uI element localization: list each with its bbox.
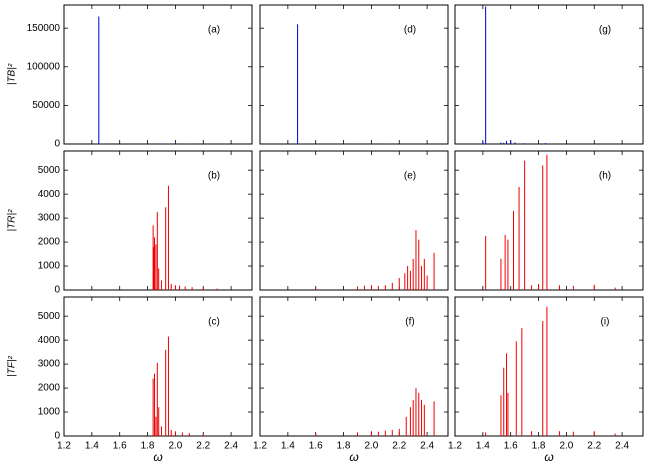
panel-frame bbox=[454, 296, 644, 437]
x-tick-label: 2.2 bbox=[196, 441, 210, 452]
y-tick-label: 150000 bbox=[27, 23, 61, 34]
y-tick-label: 0 bbox=[54, 139, 60, 150]
x-tick-label: 1.8 bbox=[532, 441, 546, 452]
x-tick-label: 2.4 bbox=[615, 441, 629, 452]
y-tick-label: 4000 bbox=[38, 189, 61, 200]
panel-frame bbox=[259, 150, 449, 291]
x-tick-label: 1.8 bbox=[141, 441, 155, 452]
x-tick-label: 2.2 bbox=[392, 441, 406, 452]
x-tick-label: 2.4 bbox=[224, 441, 238, 452]
x-tick-label: 1.2 bbox=[253, 441, 267, 452]
y-tick-label: 0 bbox=[54, 431, 60, 442]
x-tick-label: 1.6 bbox=[113, 441, 127, 452]
x-tick-label: 2.0 bbox=[559, 441, 573, 452]
y-tick-label: 3000 bbox=[38, 213, 61, 224]
x-axis-label: ω bbox=[153, 450, 162, 464]
panel-frame bbox=[259, 4, 449, 145]
panel-label: (f) bbox=[405, 317, 414, 328]
x-tick-label: 1.6 bbox=[309, 441, 323, 452]
panel-label: (a) bbox=[208, 25, 220, 36]
x-tick-label: 2.0 bbox=[168, 441, 182, 452]
panel-label: (d) bbox=[404, 25, 416, 36]
y-tick-label: 1000 bbox=[38, 407, 61, 418]
x-tick-label: 1.4 bbox=[281, 441, 295, 452]
y-tick-label: 5000 bbox=[38, 165, 61, 176]
y-tick-label: 5000 bbox=[38, 311, 61, 322]
y-tick-label: 1000 bbox=[38, 261, 61, 272]
y-tick-label: 3000 bbox=[38, 359, 61, 370]
panel-label: (g) bbox=[599, 25, 611, 36]
y-tick-label: 0 bbox=[54, 285, 60, 296]
x-tick-label: 1.4 bbox=[476, 441, 490, 452]
y-tick-label: 50000 bbox=[32, 100, 60, 111]
y-tick-label: 2000 bbox=[38, 383, 61, 394]
x-tick-label: 2.2 bbox=[587, 441, 601, 452]
panel-label: (c) bbox=[208, 317, 220, 328]
y-axis-label: |TF|² bbox=[7, 355, 18, 376]
panel-label: (b) bbox=[208, 171, 220, 182]
x-tick-label: 1.4 bbox=[85, 441, 99, 452]
x-tick-label: 1.2 bbox=[448, 441, 462, 452]
y-axis-label: |TB|² bbox=[7, 63, 18, 85]
panel-frame bbox=[63, 4, 253, 145]
x-tick-label: 2.4 bbox=[420, 441, 434, 452]
panel-label: (h) bbox=[599, 171, 611, 182]
x-tick-label: 1.8 bbox=[337, 441, 351, 452]
panel-label: (i) bbox=[601, 317, 610, 328]
panel-frame bbox=[259, 296, 449, 437]
x-tick-label: 1.6 bbox=[504, 441, 518, 452]
x-axis-label: ω bbox=[544, 450, 553, 464]
x-axis-label: ω bbox=[349, 450, 358, 464]
y-tick-label: 100000 bbox=[27, 61, 61, 72]
panel-label: (e) bbox=[404, 171, 416, 182]
panel-frame bbox=[454, 150, 644, 291]
x-tick-label: 1.2 bbox=[57, 441, 71, 452]
panel-frame bbox=[454, 4, 644, 145]
y-axis-label: |TR|² bbox=[7, 209, 18, 232]
x-tick-label: 2.0 bbox=[364, 441, 378, 452]
panel-frame bbox=[63, 296, 253, 437]
panel-frame bbox=[63, 150, 253, 291]
y-tick-label: 2000 bbox=[38, 237, 61, 248]
y-tick-label: 4000 bbox=[38, 335, 61, 346]
